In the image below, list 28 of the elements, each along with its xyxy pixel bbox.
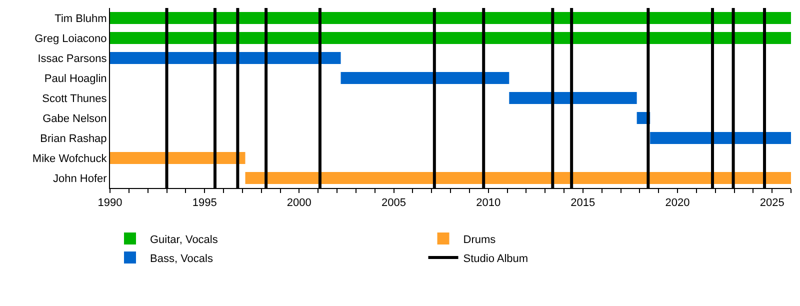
bar bbox=[110, 52, 341, 64]
x-tick-label: 2015 bbox=[570, 197, 596, 210]
x-tick-label: 2000 bbox=[286, 197, 312, 210]
bar bbox=[110, 32, 791, 44]
bar bbox=[650, 132, 791, 144]
y-tick-label: Greg Loiacono bbox=[34, 32, 107, 45]
y-tick-label: Scott Thunes bbox=[42, 92, 108, 105]
y-tick-label: John Hofer bbox=[52, 172, 108, 185]
x-tick-label: 2010 bbox=[476, 197, 501, 210]
bar bbox=[340, 72, 510, 84]
x-tick-label: 2005 bbox=[382, 197, 406, 210]
y-tick-label: Brian Rashap bbox=[40, 132, 107, 145]
legend-label: Bass, Vocals bbox=[150, 252, 214, 265]
x-tick-label: 2020 bbox=[665, 197, 690, 210]
x-tick-label: 1995 bbox=[192, 197, 217, 210]
x-tick-label: 2025 bbox=[760, 197, 784, 210]
bar bbox=[110, 12, 791, 24]
legend-label: Studio Album bbox=[463, 252, 528, 265]
y-tick-label: Mike Wofchuck bbox=[32, 152, 108, 165]
y-tick-label: Issac Parsons bbox=[38, 52, 108, 65]
y-tick-label: Gabe Nelson bbox=[42, 112, 107, 125]
bar bbox=[509, 92, 637, 104]
y-tick-label: Tim Bluhm bbox=[54, 12, 107, 25]
bar bbox=[110, 152, 246, 164]
x-tick-label: 1990 bbox=[98, 197, 122, 210]
y-tick-label: Paul Hoaglin bbox=[44, 72, 107, 85]
legend-label: Guitar, Vocals bbox=[150, 234, 218, 246]
legend-label: Drums bbox=[463, 234, 496, 246]
